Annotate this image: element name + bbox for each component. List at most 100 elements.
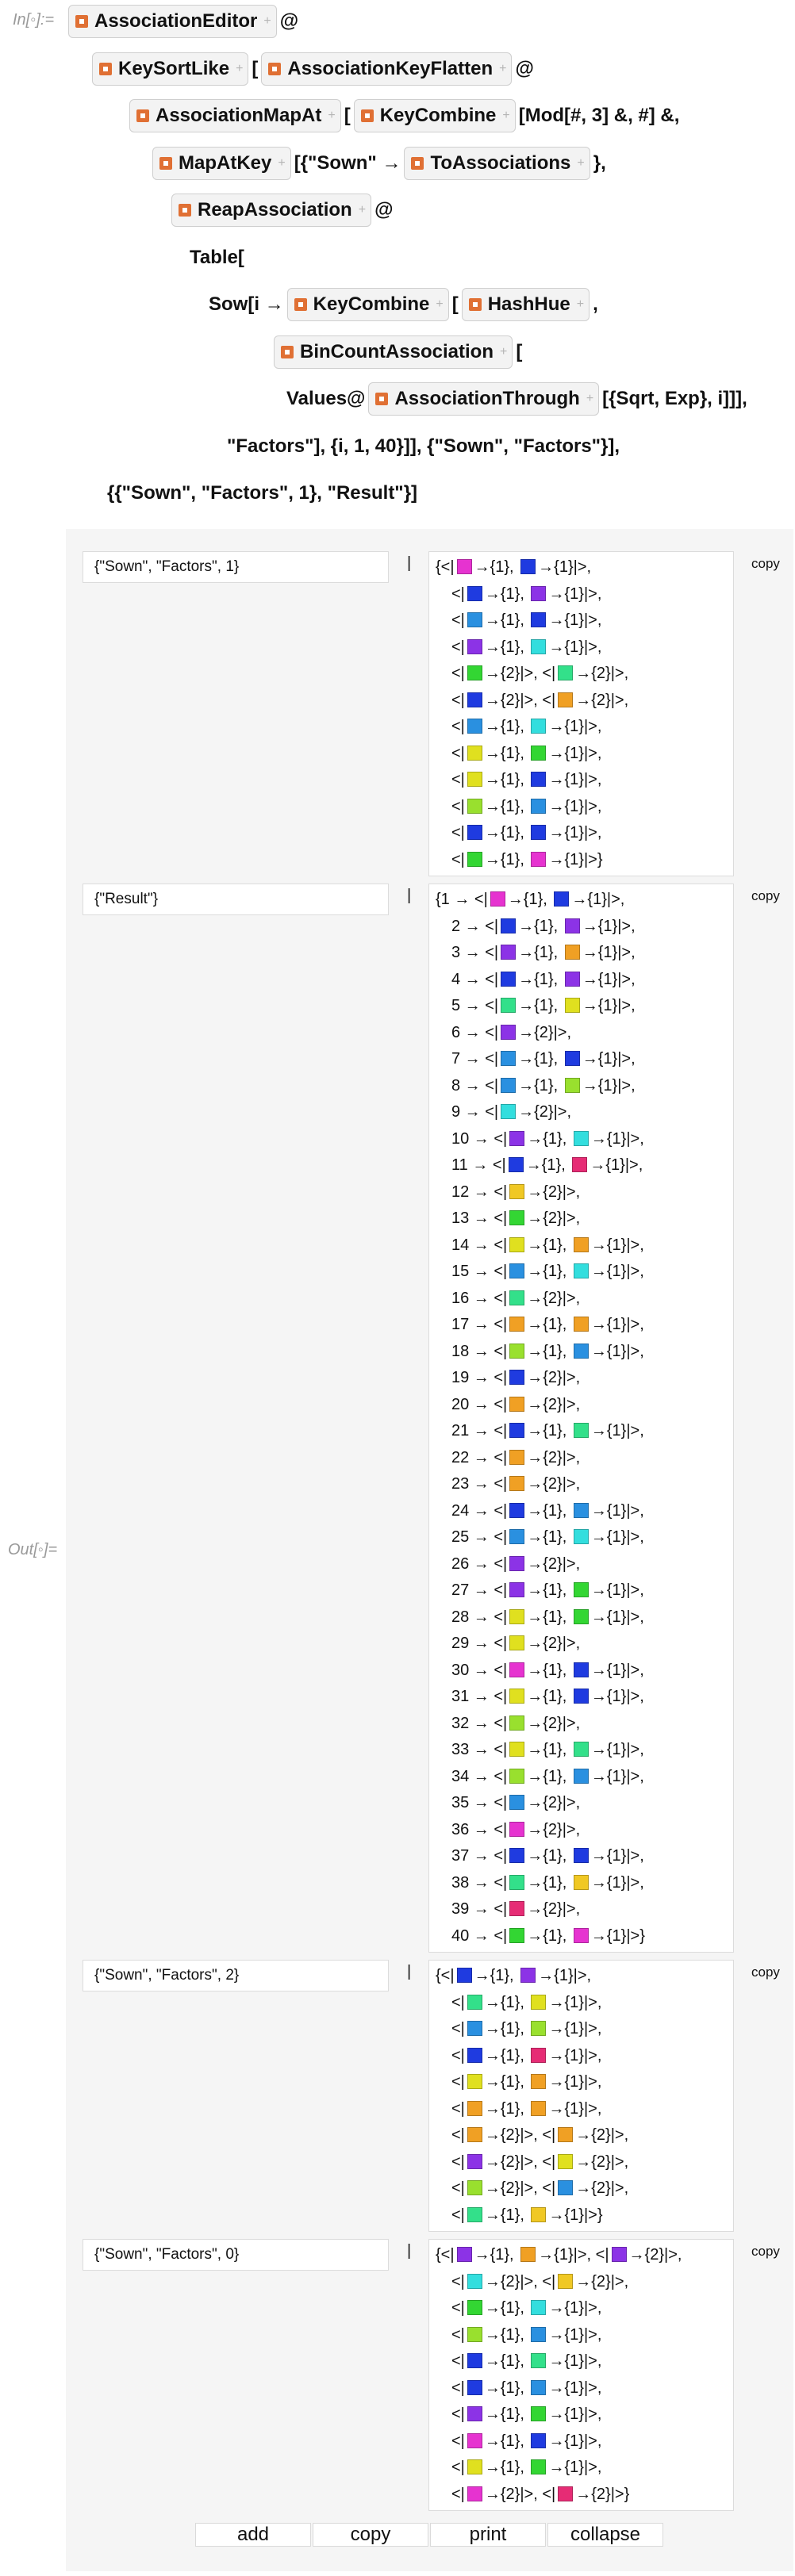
value-text: →{2}|>, <| [484, 665, 556, 682]
color-swatch [531, 2406, 547, 2421]
function-button[interactable]: AssociationEditor + [68, 5, 277, 38]
button-icon [360, 109, 374, 122]
color-swatch [573, 1689, 589, 1704]
function-button[interactable]: AssociationThrough + [368, 382, 600, 416]
value-text: →{1}, [484, 2046, 529, 2064]
code-line: Sow[i → KeyCombine + [HashHue +, [209, 285, 598, 324]
color-swatch [531, 851, 547, 867]
value-text: →{1}, [527, 1129, 571, 1148]
color-swatch [531, 2353, 547, 2368]
value-text: 5 → <| [451, 997, 499, 1014]
code-line: Values@ AssociationThrough + [{Sqrt, Exp}, … [286, 379, 747, 419]
panel-button[interactable]: collapse [547, 2523, 663, 2547]
color-swatch [531, 719, 547, 734]
output-row: {"Sown", "Factors", 2} | {<| →{1}, →{1}|>, <… [66, 1960, 793, 2232]
color-swatch [509, 1423, 525, 1438]
copy-button[interactable]: copy [751, 556, 780, 571]
function-button[interactable]: KeySortLike + [92, 52, 249, 86]
value-line: <| →{2}|>, <| →{2}|>, [436, 2149, 733, 2176]
value-text: →{1}, [484, 2459, 529, 2476]
color-swatch [509, 1183, 525, 1199]
value-text: →{1}|>, [590, 1528, 644, 1546]
value-line: <| →{1}, →{1}|>, [436, 2043, 733, 2070]
value-text: →{1}|>, [590, 1767, 644, 1785]
color-swatch [509, 1821, 525, 1837]
color-swatch [501, 1104, 517, 1119]
value-line: <| →{1}, →{1}|>, [436, 2428, 733, 2455]
color-swatch [531, 638, 547, 654]
value-text: →{1}, [484, 2325, 529, 2344]
color-swatch [467, 2406, 482, 2421]
value-text: <| [451, 585, 465, 603]
value-line: 10 → <| →{1}, →{1}|>, [436, 1126, 733, 1153]
copy-button[interactable]: copy [751, 888, 780, 903]
value-text: →{2}|>, [628, 2246, 682, 2264]
code-line: BinCountAssociation + [ [271, 332, 522, 372]
value-text: →{1}, [484, 2299, 529, 2317]
panel-button[interactable]: copy [313, 2523, 428, 2547]
function-button[interactable]: MapAtKey + [152, 146, 291, 180]
color-swatch [509, 1343, 525, 1359]
value-text: 20 → <| [451, 1395, 508, 1413]
color-swatch [531, 2300, 547, 2315]
function-button[interactable]: KeyCombine + [286, 288, 449, 321]
value-text: 17 → <| [451, 1316, 508, 1333]
value-text: →{1}, [484, 2352, 529, 2370]
value-text: 11 → <| [451, 1156, 506, 1174]
code-text: [ [344, 105, 351, 126]
value-text: 30 → <| [451, 1661, 508, 1679]
function-button[interactable]: HashHue + [461, 288, 590, 321]
separator: | [407, 554, 412, 572]
function-button[interactable]: ToAssociations + [404, 146, 590, 180]
function-button[interactable]: AssociationMapAt + [129, 99, 341, 132]
color-swatch [573, 1130, 589, 1146]
button-expand: + [586, 392, 594, 405]
value-text: <| [451, 2459, 465, 2476]
value-text: →{1}|>, [538, 1967, 592, 1984]
color-swatch [467, 2300, 482, 2315]
copy-button[interactable]: copy [751, 2244, 780, 2259]
color-swatch [456, 2247, 472, 2262]
function-button[interactable]: ReapAssociation + [171, 194, 372, 227]
value-text: →{2}|>, [527, 1820, 581, 1838]
panel-button[interactable]: add [195, 2523, 311, 2547]
value-text: <| [451, 2206, 465, 2224]
value-line: <| →{1}, →{1}|>, [436, 634, 733, 661]
value-line: 32 → <| →{2}|>, [436, 1711, 733, 1738]
value-line: 9 → <| →{2}|>, [436, 1099, 733, 1126]
color-swatch [611, 2247, 627, 2262]
value-text: 35 → <| [451, 1794, 508, 1811]
color-swatch [564, 971, 580, 987]
value-line: 3 → <| →{1}, →{1}|>, [436, 940, 733, 967]
color-swatch [573, 1742, 589, 1757]
color-swatch [509, 1290, 525, 1305]
value-line: 21 → <| →{1}, →{1}|>, [436, 1418, 733, 1445]
value-field: {1 → <| →{1}, →{1}|>, 2 → <| →{1}, →{1}|>, 3… [428, 884, 734, 1953]
color-swatch [467, 2326, 482, 2342]
value-text: →{1}|>, [548, 718, 602, 735]
output-label: Out[◦]= [8, 1541, 58, 1558]
color-swatch [531, 825, 547, 840]
color-swatch [501, 998, 517, 1013]
color-swatch [509, 1236, 525, 1252]
function-button[interactable]: KeyCombine + [353, 99, 516, 132]
value-text: 40 → <| [451, 1926, 508, 1945]
panel-button[interactable]: print [430, 2523, 546, 2547]
copy-button[interactable]: copy [751, 1965, 780, 1980]
value-text: →{1}, [484, 611, 529, 629]
value-text: →{1}, [484, 744, 529, 762]
value-text: →{1}, [518, 944, 563, 961]
color-swatch [509, 1396, 525, 1412]
color-swatch [509, 1210, 525, 1225]
function-button[interactable]: BinCountAssociation + [274, 335, 513, 369]
function-button[interactable]: AssociationKeyFlatten + [261, 52, 513, 86]
value-line: 17 → <| →{1}, →{1}|>, [436, 1312, 733, 1339]
value-text: →{2}|>, [575, 2272, 629, 2290]
code-text: @ [279, 10, 299, 32]
button-expand: + [502, 109, 510, 122]
button-icon [268, 62, 282, 75]
value-text: <| [451, 2179, 465, 2197]
value-text: 12 → <| [451, 1183, 508, 1201]
value-text: →{1}|>, [582, 970, 636, 988]
